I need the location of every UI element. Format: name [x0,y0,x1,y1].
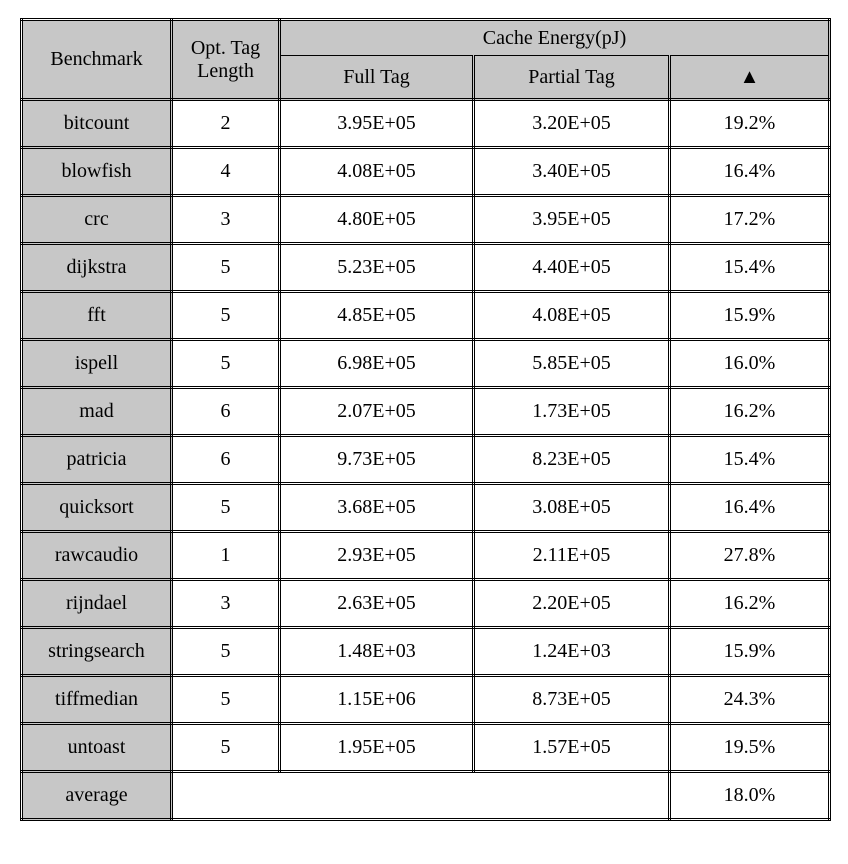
cell-partial-tag: 8.73E+05 [474,676,670,724]
cell-full-tag: 1.15E+06 [280,676,474,724]
cell-benchmark: quicksort [22,484,172,532]
cell-full-tag: 4.08E+05 [280,148,474,196]
cell-delta: 19.5% [670,724,830,772]
cell-partial-tag: 3.95E+05 [474,196,670,244]
table-body: bitcount23.95E+053.20E+0519.2%blowfish44… [22,100,830,820]
cache-energy-table: Benchmark Opt. Tag Length Cache Energy(p… [20,18,831,821]
cell-opt-tag-length: 5 [172,724,280,772]
cell-delta: 16.4% [670,148,830,196]
cell-benchmark: ispell [22,340,172,388]
cell-opt-tag-length: 3 [172,580,280,628]
cell-full-tag: 4.80E+05 [280,196,474,244]
cell-opt-tag-length: 6 [172,388,280,436]
cell-full-tag: 3.95E+05 [280,100,474,148]
opt-tag-line2: Length [197,60,254,82]
cell-opt-tag-length: 5 [172,484,280,532]
cell-average-delta: 18.0% [670,772,830,820]
table-row: fft54.85E+054.08E+0515.9% [22,292,830,340]
cell-partial-tag: 1.57E+05 [474,724,670,772]
cell-partial-tag: 3.20E+05 [474,100,670,148]
table-row: bitcount23.95E+053.20E+0519.2% [22,100,830,148]
cell-partial-tag: 8.23E+05 [474,436,670,484]
table-row: dijkstra55.23E+054.40E+0515.4% [22,244,830,292]
cell-delta: 16.2% [670,388,830,436]
table-row: blowfish44.08E+053.40E+0516.4% [22,148,830,196]
cell-partial-tag: 2.11E+05 [474,532,670,580]
cell-opt-tag-length: 1 [172,532,280,580]
cell-benchmark: dijkstra [22,244,172,292]
cell-benchmark: untoast [22,724,172,772]
cell-opt-tag-length: 5 [172,244,280,292]
col-cache-energy: Cache Energy(pJ) [280,20,830,56]
cell-opt-tag-length: 3 [172,196,280,244]
col-opt-tag-length: Opt. Tag Length [172,20,280,100]
cell-opt-tag-length: 5 [172,292,280,340]
cell-full-tag: 1.95E+05 [280,724,474,772]
cell-delta: 15.4% [670,244,830,292]
cell-partial-tag: 4.08E+05 [474,292,670,340]
cell-delta: 15.9% [670,292,830,340]
cell-delta: 15.4% [670,436,830,484]
cell-full-tag: 4.85E+05 [280,292,474,340]
cell-delta: 16.2% [670,580,830,628]
cell-opt-tag-length: 5 [172,340,280,388]
cell-partial-tag: 3.08E+05 [474,484,670,532]
cell-partial-tag: 2.20E+05 [474,580,670,628]
table-row: patricia69.73E+058.23E+0515.4% [22,436,830,484]
col-delta: ▲ [670,56,830,100]
cell-delta: 17.2% [670,196,830,244]
cell-delta: 15.9% [670,628,830,676]
cell-delta: 27.8% [670,532,830,580]
cell-partial-tag: 4.40E+05 [474,244,670,292]
table-row: ispell56.98E+055.85E+0516.0% [22,340,830,388]
table-row: crc34.80E+053.95E+0517.2% [22,196,830,244]
cell-full-tag: 2.07E+05 [280,388,474,436]
cell-benchmark: crc [22,196,172,244]
col-full-tag: Full Tag [280,56,474,100]
cell-full-tag: 5.23E+05 [280,244,474,292]
table-row: stringsearch51.48E+031.24E+0315.9% [22,628,830,676]
cell-opt-tag-length: 6 [172,436,280,484]
cell-benchmark: bitcount [22,100,172,148]
cell-benchmark: fft [22,292,172,340]
cell-delta: 24.3% [670,676,830,724]
cell-benchmark: stringsearch [22,628,172,676]
cell-full-tag: 2.63E+05 [280,580,474,628]
cell-benchmark: tiffmedian [22,676,172,724]
cell-delta: 16.4% [670,484,830,532]
cell-benchmark: blowfish [22,148,172,196]
row-average: average 18.0% [22,772,830,820]
cell-opt-tag-length: 2 [172,100,280,148]
cell-benchmark: patricia [22,436,172,484]
cell-full-tag: 6.98E+05 [280,340,474,388]
opt-tag-line1: Opt. Tag [191,37,260,59]
cell-opt-tag-length: 4 [172,148,280,196]
cell-delta: 19.2% [670,100,830,148]
cell-average-label: average [22,772,172,820]
cell-partial-tag: 3.40E+05 [474,148,670,196]
table-header: Benchmark Opt. Tag Length Cache Energy(p… [22,20,830,100]
cell-benchmark: rawcaudio [22,532,172,580]
table-row: rijndael32.63E+052.20E+0516.2% [22,580,830,628]
cell-delta: 16.0% [670,340,830,388]
cell-full-tag: 1.48E+03 [280,628,474,676]
cell-partial-tag: 5.85E+05 [474,340,670,388]
cell-partial-tag: 1.73E+05 [474,388,670,436]
cell-partial-tag: 1.24E+03 [474,628,670,676]
cell-full-tag: 9.73E+05 [280,436,474,484]
cell-average-span [172,772,670,820]
cell-benchmark: mad [22,388,172,436]
cell-benchmark: rijndael [22,580,172,628]
col-partial-tag: Partial Tag [474,56,670,100]
cell-opt-tag-length: 5 [172,628,280,676]
cell-full-tag: 2.93E+05 [280,532,474,580]
table-row: tiffmedian51.15E+068.73E+0524.3% [22,676,830,724]
table-row: quicksort53.68E+053.08E+0516.4% [22,484,830,532]
table-row: rawcaudio12.93E+052.11E+0527.8% [22,532,830,580]
table-row: mad62.07E+051.73E+0516.2% [22,388,830,436]
table-row: untoast51.95E+051.57E+0519.5% [22,724,830,772]
col-benchmark: Benchmark [22,20,172,100]
cell-opt-tag-length: 5 [172,676,280,724]
cell-full-tag: 3.68E+05 [280,484,474,532]
